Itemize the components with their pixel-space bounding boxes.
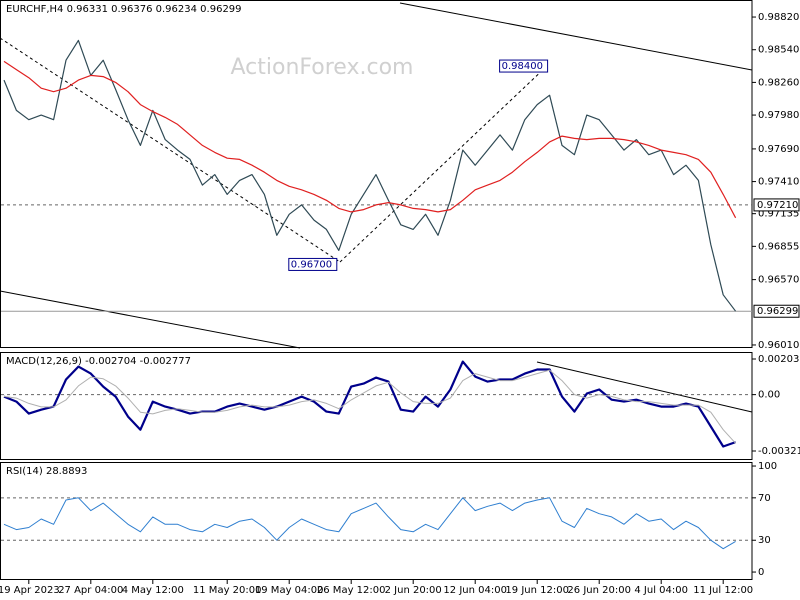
x-tick-label: 12 Jun 04:00: [443, 585, 507, 596]
x-tick-label: 26 Jun 20:00: [567, 585, 631, 596]
y-tick-label: 0.98540: [758, 45, 799, 56]
y-tick-label: 0.98820: [758, 12, 799, 23]
level-label-box: [753, 304, 800, 318]
y-tick-label: 30: [758, 535, 771, 546]
y-tick-label: -0.003214: [758, 446, 800, 457]
trend-line: [399, 2, 753, 71]
trend-line: [0, 290, 301, 349]
series-line: [3, 360, 736, 448]
x-tick-label: 19 May 04:00: [255, 585, 324, 596]
trend-line: [0, 37, 341, 263]
panel-title: RSI(14) 28.8893: [6, 466, 87, 477]
series-line: [3, 39, 737, 312]
y-tick-label: 0.96570: [758, 275, 799, 286]
panel-title: EURCHF,H4 0.96331 0.96376 0.96234 0.9629…: [6, 4, 242, 15]
y-tick-label: 0.97410: [758, 177, 799, 188]
x-tick-label: 4 May 12:00: [122, 585, 184, 596]
series-line: [3, 369, 736, 444]
y-tick-label: 0.002031: [758, 354, 800, 365]
x-tick-label: 4 Jul 04:00: [634, 585, 688, 596]
panel-title: MACD(12,26,9) -0.002704 -0.002777: [6, 356, 191, 367]
x-tick-label: 11 May 20:00: [193, 585, 262, 596]
x-tick-label: 2 Jun 20:00: [385, 585, 442, 596]
y-tick-label: 0.97980: [758, 110, 799, 121]
y-tick-label: 0.96010: [758, 340, 799, 351]
y-tick-label: 0.97690: [758, 144, 799, 155]
panel-frame: [0, 352, 753, 460]
watermark: ActionForex.com: [231, 55, 414, 80]
level-label-box: [753, 198, 800, 212]
annotation-label: 0.96700: [291, 259, 332, 270]
x-tick-label: 26 May 12:00: [317, 585, 386, 596]
y-tick-label: 70: [758, 493, 771, 504]
series-line: [3, 60, 737, 219]
trend-line: [536, 361, 753, 413]
x-tick-label: 19 Jun 12:00: [505, 585, 569, 596]
series-line: [3, 497, 736, 550]
panel-frame: [0, 0, 753, 348]
y-tick-label: 0.96855: [758, 241, 799, 252]
y-tick-label: 0.98260: [758, 77, 799, 88]
annotation-box: [288, 257, 338, 271]
y-tick-label: 100: [758, 461, 777, 472]
y-tick-label: 0.00: [758, 390, 780, 401]
y-tick-label: 0: [758, 567, 764, 578]
panel-frame: [0, 462, 753, 580]
y-tick-label: 0.97135: [758, 209, 799, 220]
annotation-label: 0.98400: [502, 61, 543, 72]
level-label: 0.97210: [757, 200, 798, 211]
annotation-box: [499, 59, 549, 73]
x-tick-label: 27 Apr 04:00: [58, 585, 123, 596]
x-tick-label: 11 Jul 12:00: [693, 585, 753, 596]
x-tick-label: 19 Apr 2023: [0, 585, 60, 596]
level-label: 0.96299: [757, 306, 798, 317]
